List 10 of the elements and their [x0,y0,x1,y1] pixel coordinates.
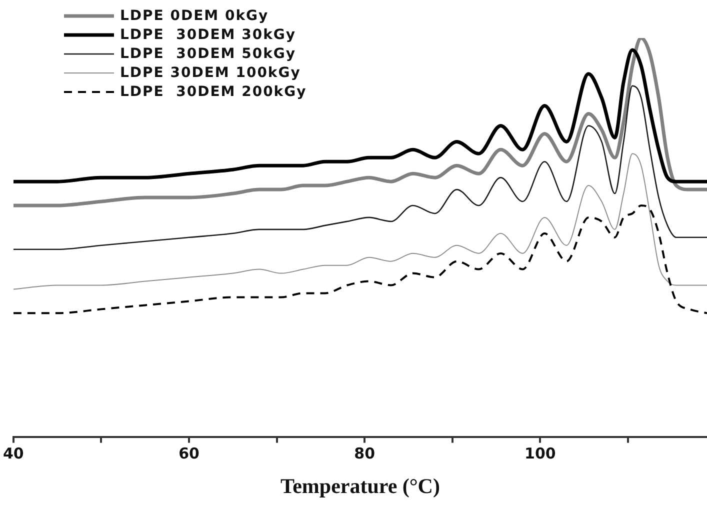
x-tick-label: 40 [3,444,24,463]
legend-label: LDPE 30DEM 200kGy [120,84,307,100]
legend-label: LDPE 30DEM 50kGy [120,46,296,62]
x-axis-title: Temperature (°C) [280,474,440,498]
legend-label: LDPE 30DEM 100kGy [120,64,301,80]
legend-label: LDPE 0DEM 0kGy [120,8,269,24]
x-tick-label: 80 [354,444,376,463]
x-tick-label: 60 [178,444,200,463]
x-tick-label: 100 [524,444,556,463]
legend-label: LDPE 30DEM 30kGy [120,26,296,42]
